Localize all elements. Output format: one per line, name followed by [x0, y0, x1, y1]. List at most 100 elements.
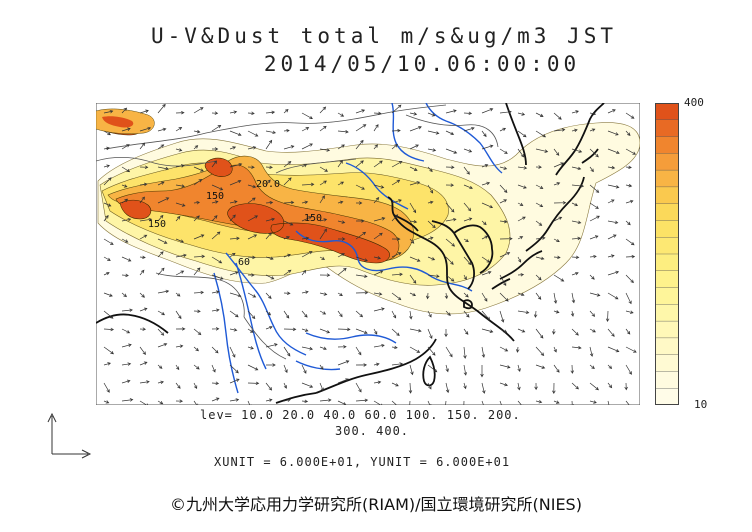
wind-arrow	[247, 184, 257, 189]
wind-arrow	[265, 217, 276, 222]
wind-arrow	[193, 215, 200, 222]
wind-arrow	[319, 166, 329, 172]
wind-arrow	[445, 148, 458, 154]
wind-arrow	[625, 238, 635, 246]
wind-arrow	[283, 269, 292, 276]
wind-arrow	[481, 202, 494, 209]
wind-arrow	[103, 238, 114, 245]
wind-arrow	[607, 234, 617, 240]
wind-arrow	[535, 220, 543, 226]
wind-arrow	[301, 251, 313, 258]
wind-arrow	[103, 215, 109, 222]
wind-arrow	[319, 310, 327, 315]
wind-arrow	[553, 255, 561, 260]
wind-arrow	[535, 346, 545, 357]
wind-arrow	[373, 256, 382, 260]
wind-arrow	[409, 112, 418, 116]
wind-arrow	[427, 274, 440, 278]
wind-arrow	[499, 148, 508, 154]
wind-arrow	[571, 148, 583, 153]
dust-plume	[96, 108, 640, 315]
wind-arrow	[427, 382, 432, 390]
wind-arrow	[463, 328, 469, 335]
wind-arrow	[157, 289, 170, 294]
wind-arrow	[553, 148, 560, 156]
wind-arrow	[283, 291, 291, 296]
wind-arrow	[427, 310, 432, 318]
wind-arrow	[193, 309, 201, 314]
wind-arrow	[175, 110, 185, 115]
wind-arrow	[499, 184, 508, 194]
wind-arrow	[625, 165, 632, 170]
wind-arrow	[247, 146, 257, 150]
wind-arrow	[337, 345, 347, 349]
wind-arrow	[409, 274, 417, 284]
wind-arrow	[283, 364, 288, 374]
wind-arrow	[175, 215, 181, 222]
colorbar-cell	[655, 103, 679, 121]
copyright-notice: ©九州大学応用力学研究所(RIAM)/国立環境研究所(NIES)	[170, 495, 582, 514]
wind-arrow	[570, 364, 575, 374]
wind-arrow	[589, 382, 599, 391]
wind-arrow	[193, 364, 200, 370]
wind-arrow	[121, 107, 128, 114]
wind-arrow	[175, 292, 181, 297]
wind-arrow	[355, 256, 369, 262]
wind-arrow	[607, 130, 619, 136]
wind-arrow	[301, 164, 308, 168]
wind-arrow	[607, 220, 619, 225]
wind-arrow	[265, 179, 271, 186]
wind-arrow	[445, 256, 454, 265]
wind-arrow	[319, 382, 324, 392]
wind-arrow	[535, 256, 545, 261]
wind-arrow	[193, 200, 201, 205]
wind-arrow	[121, 184, 128, 188]
wind-arrow	[445, 400, 447, 405]
wind-arrow	[517, 328, 526, 333]
colorbar-cell	[655, 371, 679, 389]
wind-arrow	[157, 238, 168, 244]
wind-arrow	[175, 382, 181, 389]
wind-arrow	[391, 382, 399, 387]
wind-arrow	[247, 292, 257, 298]
wind-arrow	[517, 273, 525, 277]
wind-arrow	[373, 328, 378, 335]
wind-arrow	[517, 236, 524, 240]
wind-arrow	[103, 292, 113, 297]
colorbar-cell	[655, 119, 679, 138]
wind-arrow	[175, 184, 186, 188]
wind-arrow	[463, 382, 467, 390]
wind-arrow	[157, 197, 170, 204]
colorbar-cell	[655, 203, 679, 222]
wind-arrow	[229, 398, 240, 402]
wind-arrow	[481, 256, 491, 263]
wind-arrow	[265, 382, 273, 391]
wind-arrow	[589, 166, 594, 173]
wind-arrow	[356, 201, 363, 205]
wind-arrow	[535, 165, 542, 169]
wind-arrow	[373, 124, 379, 132]
wind-arrow	[624, 382, 628, 391]
wind-arrow	[571, 271, 579, 276]
wind-arrow	[517, 216, 526, 222]
wind-arrow	[589, 400, 597, 404]
wind-arrow	[265, 200, 274, 205]
colorbar-cell	[655, 136, 679, 155]
wind-arrow	[535, 400, 543, 404]
wind-arrow	[553, 182, 561, 186]
wind-arrow	[535, 148, 549, 153]
wind-arrow	[139, 217, 153, 222]
wind-arrow	[445, 382, 450, 394]
wind-arrow	[193, 129, 201, 134]
wind-arrow	[139, 346, 146, 355]
wind-arrow	[607, 184, 620, 189]
wind-arrow	[121, 238, 129, 243]
contour-label: 20.0	[256, 179, 280, 190]
wind-arrow	[625, 346, 637, 353]
wind-arrow	[229, 252, 236, 258]
wind-arrow	[247, 310, 256, 320]
wind-arrow	[355, 346, 362, 356]
wind-arrow	[463, 111, 473, 116]
wind-arrow	[481, 235, 489, 240]
wind-arrow	[589, 215, 600, 222]
